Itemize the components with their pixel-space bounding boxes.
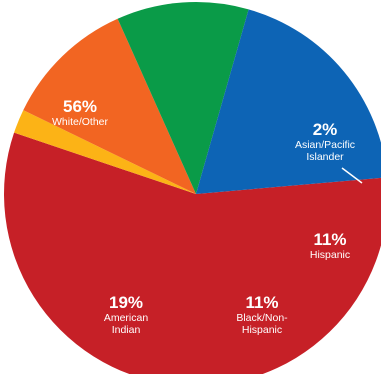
slice-category-label: Islander xyxy=(306,151,344,163)
asian-leader-line xyxy=(341,167,363,184)
slice-category-label: American xyxy=(104,312,149,324)
pie-slice-asian-pacific-islander xyxy=(14,110,197,194)
slice-category-label: Asian/Pacific xyxy=(295,139,355,151)
pie-slice-american-indian xyxy=(196,9,381,194)
slice-percent: 11% xyxy=(313,230,346,249)
slice-category-label: Indian xyxy=(112,324,141,336)
slice-category-label: White/Other xyxy=(52,116,109,128)
pie-slice-hispanic xyxy=(23,18,196,194)
pie-slice-black-non-hispanic xyxy=(117,2,249,195)
slice-category-label: Hispanic xyxy=(310,249,350,261)
slice-category-label: Black/Non- xyxy=(236,312,288,324)
slice-label-black-non-hispanic: 11% Black/Non-Hispanic xyxy=(236,293,288,336)
slice-percent: 56% xyxy=(63,97,97,116)
slice-label-white-other: 56% White/Other xyxy=(52,97,109,128)
slice-percent: 2% xyxy=(313,120,338,139)
slice-percent: 19% xyxy=(109,293,143,312)
pie-labels: 56% White/Other 2% Asian/Pacific Islander 11%… xyxy=(52,97,355,336)
slice-category-label: Hispanic xyxy=(242,324,282,336)
pie-slices xyxy=(4,2,381,374)
slice-percent: 11% xyxy=(245,293,278,312)
slice-label-hispanic: 11% Hispanic xyxy=(310,230,350,261)
slice-label-asian-pacific-islander: 2% Asian/Pacific Islander xyxy=(295,120,355,163)
pie-slice-white-other xyxy=(4,132,381,374)
slice-label-american-indian: 19% American Indian xyxy=(104,293,149,336)
